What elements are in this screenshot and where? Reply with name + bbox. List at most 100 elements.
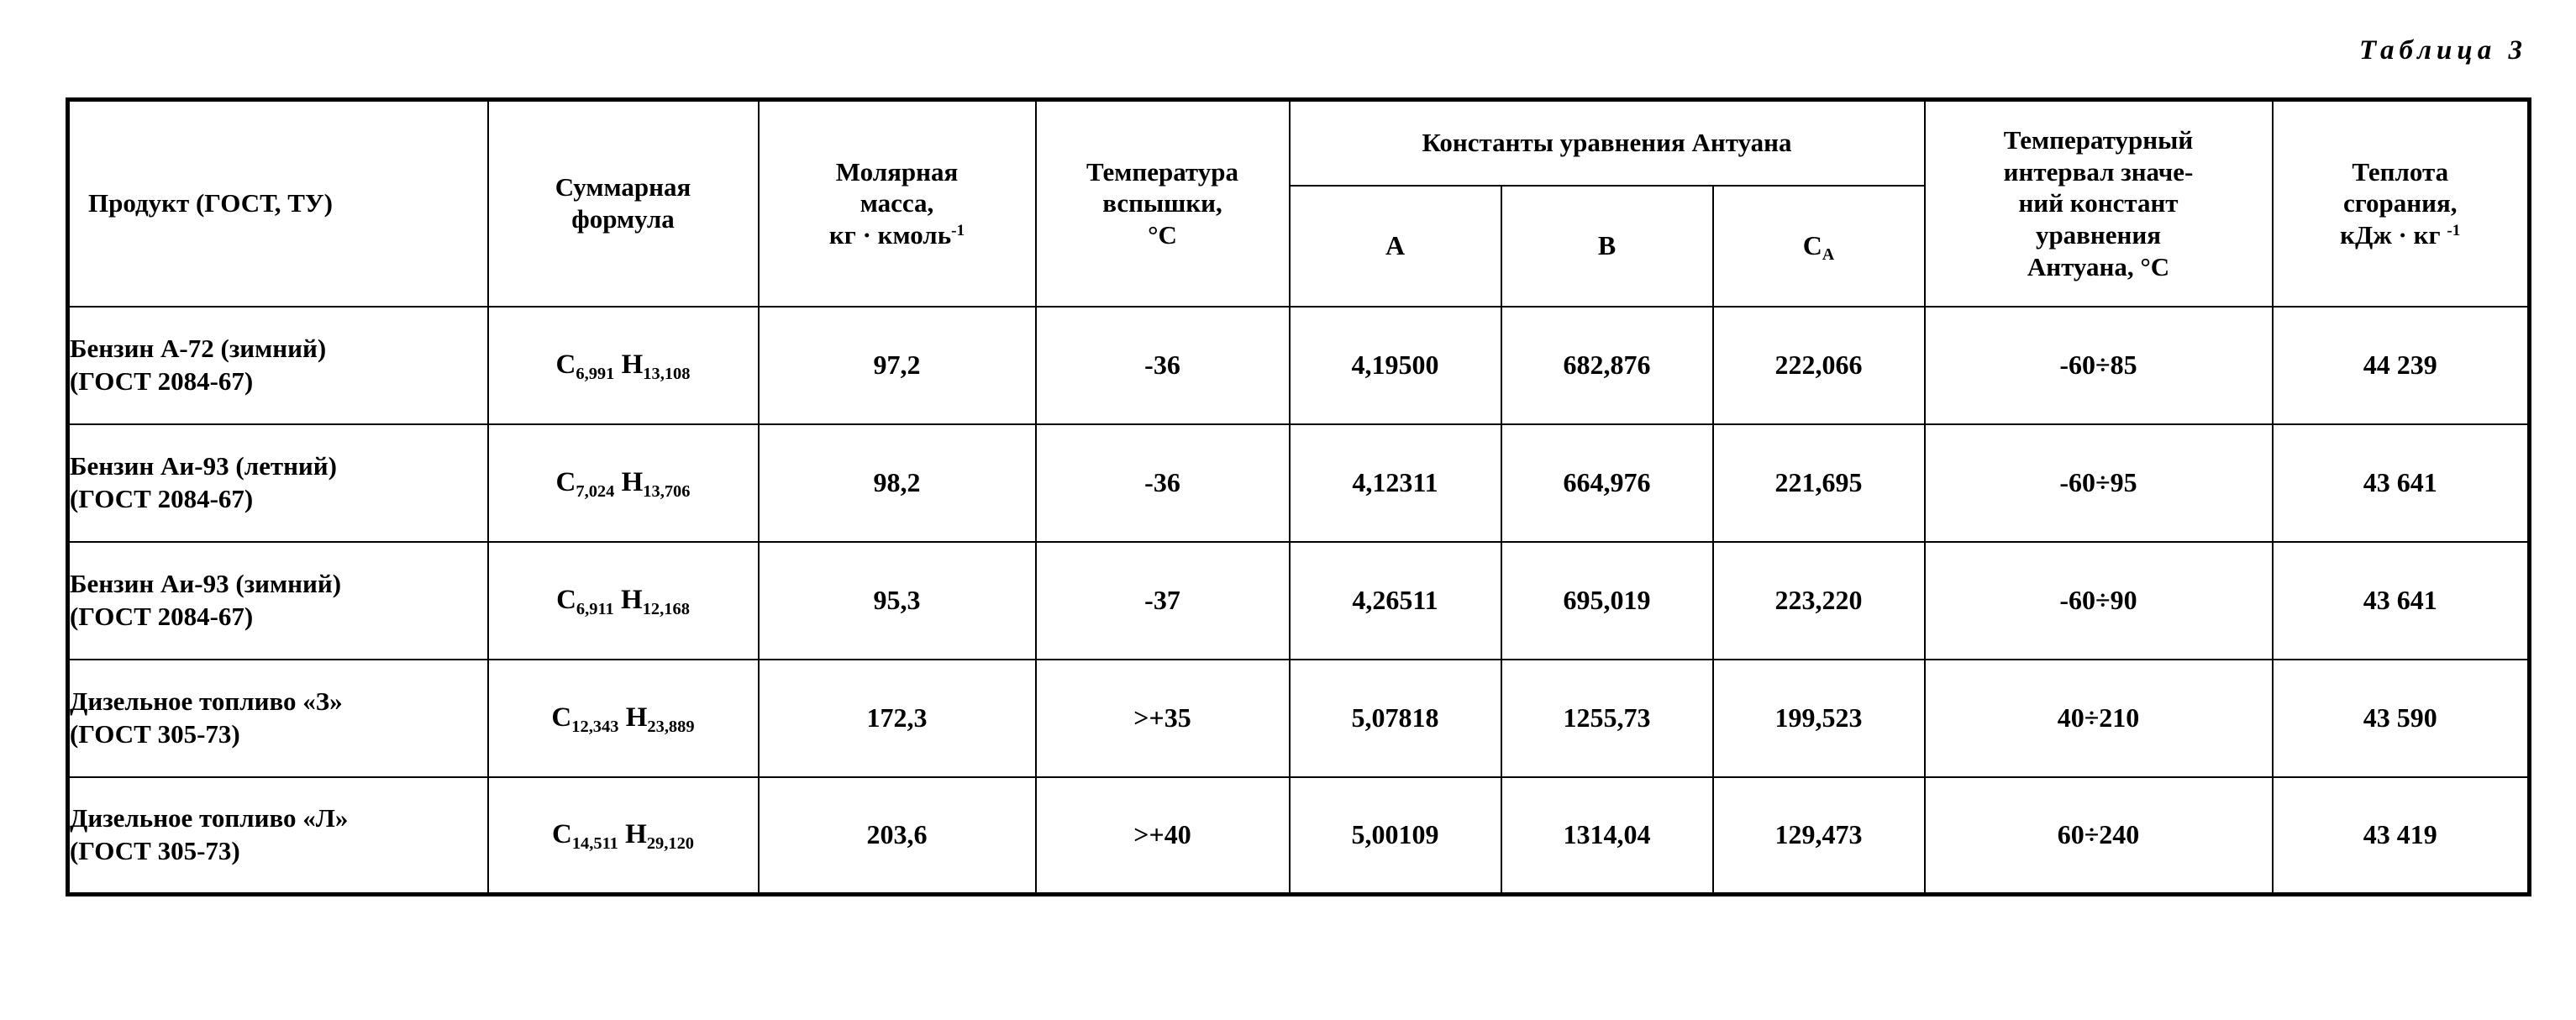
cell-formula: С14,511 Н29,120 <box>486 776 760 896</box>
antoine-c-base: С <box>1802 230 1822 260</box>
col-header-product: Продукт (ГОСТ, ТУ) <box>66 98 489 308</box>
heat-units-exponent: -1 <box>2447 222 2461 240</box>
col-header-heat-line1: Теплота <box>2352 156 2449 187</box>
col-header-formula-line2: формула <box>571 204 675 234</box>
table-row: Бензин Аи-93 (летний) (ГОСТ 2084-67) С7,… <box>66 423 2531 543</box>
product-name: Дизельное топливо «З» <box>70 686 343 717</box>
formula-hydrogen-symbol: Н <box>625 819 647 850</box>
cell-flash-point: >+35 <box>1034 658 1291 778</box>
cell-formula: С6,991 Н13,108 <box>486 305 760 425</box>
cell-antoine-a: 5,00109 <box>1288 776 1502 896</box>
col-header-antoine-group: Константы уравнения Антуана <box>1288 98 1926 187</box>
table-body: Бензин А-72 (зимний) (ГОСТ 2084-67) С6,9… <box>66 305 2531 896</box>
product-standard: (ГОСТ 305-73) <box>70 718 240 749</box>
product-name: Бензин Аи-93 (зимний) <box>70 569 342 599</box>
cell-flash-point: -37 <box>1034 540 1291 660</box>
cell-heat-combustion: 43 419 <box>2271 776 2531 896</box>
table-row: Дизельное топливо «З» (ГОСТ 305-73) С12,… <box>66 658 2531 778</box>
col-header-flash-line2: вспышки, <box>1102 188 1222 218</box>
col-header-antoine-a: А <box>1288 184 1502 308</box>
cell-temp-interval: -60÷85 <box>1923 305 2274 425</box>
col-header-molar-line2: масса, <box>860 188 934 218</box>
cell-antoine-c: 199,523 <box>1711 658 1926 778</box>
cell-product: Бензин Аи-93 (зимний) (ГОСТ 2084-67) <box>66 540 489 660</box>
molar-units-exponent: -1 <box>951 222 965 240</box>
formula-hydrogen-index: 13,706 <box>643 481 691 501</box>
cell-formula: С6,911 Н12,168 <box>486 540 760 660</box>
formula-carbon-index: 12,343 <box>571 717 619 736</box>
formula-hydrogen-index: 13,108 <box>643 364 691 383</box>
product-standard: (ГОСТ 305-73) <box>70 835 240 865</box>
cell-molar-mass: 97,2 <box>757 305 1037 425</box>
cell-antoine-a: 5,07818 <box>1288 658 1502 778</box>
formula-carbon-symbol: С <box>555 350 576 380</box>
cell-product: Дизельное топливо «Л» (ГОСТ 305-73) <box>66 776 489 896</box>
col-header-heat-combustion: Теплота сгорания, кДж · кг -1 <box>2271 98 2531 308</box>
formula-carbon-symbol: С <box>555 467 576 497</box>
cell-antoine-b: 664,976 <box>1500 423 1714 543</box>
col-header-formula-line1: Суммарная <box>555 172 691 202</box>
cell-molar-mass: 203,6 <box>757 776 1037 896</box>
cell-heat-combustion: 43 590 <box>2271 658 2531 778</box>
formula-hydrogen-symbol: Н <box>625 702 648 733</box>
cell-antoine-b: 1255,73 <box>1500 658 1714 778</box>
product-standard: (ГОСТ 2084-67) <box>70 365 254 396</box>
col-header-interval-line1: Температурный <box>2003 124 2194 155</box>
cell-temp-interval: 40÷210 <box>1923 658 2274 778</box>
heat-units-text: кДж · кг <box>2340 220 2447 250</box>
cell-antoine-a: 4,12311 <box>1288 423 1502 543</box>
col-header-interval-line5: Антуана, °С <box>2027 251 2170 281</box>
cell-flash-point: >+40 <box>1034 776 1291 896</box>
formula-carbon-index: 7,024 <box>576 481 615 501</box>
col-header-formula: Суммарная формула <box>486 98 760 308</box>
product-standard: (ГОСТ 2084-67) <box>70 601 254 631</box>
cell-molar-mass: 95,3 <box>757 540 1037 660</box>
col-header-heat-line2: сгорания, <box>2342 188 2458 218</box>
formula-hydrogen-symbol: Н <box>621 467 644 497</box>
cell-temp-interval: -60÷90 <box>1923 540 2274 660</box>
cell-temp-interval: -60÷95 <box>1923 423 2274 543</box>
cell-product: Бензин А-72 (зимний) (ГОСТ 2084-67) <box>66 305 489 425</box>
formula-hydrogen-index: 23,889 <box>647 717 695 736</box>
cell-antoine-b: 682,876 <box>1500 305 1714 425</box>
cell-formula: С12,343 Н23,889 <box>486 658 760 778</box>
formula-carbon-symbol: С <box>551 702 572 733</box>
formula-hydrogen-symbol: Н <box>621 350 644 380</box>
col-header-antoine-b: В <box>1500 184 1714 308</box>
formula-hydrogen-symbol: Н <box>621 585 643 615</box>
product-standard: (ГОСТ 2084-67) <box>70 483 254 513</box>
cell-temp-interval: 60÷240 <box>1923 776 2274 896</box>
cell-heat-combustion: 43 641 <box>2271 423 2531 543</box>
cell-flash-point: -36 <box>1034 305 1291 425</box>
formula-carbon-index: 6,911 <box>576 599 614 618</box>
cell-antoine-c: 129,473 <box>1711 776 1926 896</box>
table-row: Бензин Аи-93 (зимний) (ГОСТ 2084-67) С6,… <box>66 540 2531 660</box>
properties-table: Продукт (ГОСТ, ТУ) Суммарная формула Мол… <box>66 97 2531 896</box>
cell-formula: С7,024 Н13,706 <box>486 423 760 543</box>
formula-hydrogen-index: 12,168 <box>642 599 690 618</box>
cell-antoine-b: 695,019 <box>1500 540 1714 660</box>
molar-units-text: кг · кмоль <box>828 220 952 250</box>
formula-carbon-index: 6,991 <box>576 364 615 383</box>
col-header-temp-interval: Температурный интервал значе- ний конста… <box>1923 98 2274 308</box>
product-name: Дизельное топливо «Л» <box>70 803 349 833</box>
table-row: Дизельное топливо «Л» (ГОСТ 305-73) С14,… <box>66 776 2531 896</box>
cell-product: Бензин Аи-93 (летний) (ГОСТ 2084-67) <box>66 423 489 543</box>
cell-molar-mass: 172,3 <box>757 658 1037 778</box>
col-header-molar-units: кг · кмоль-1 <box>760 219 1035 251</box>
cell-flash-point: -36 <box>1034 423 1291 543</box>
cell-antoine-a: 4,26511 <box>1288 540 1502 660</box>
cell-molar-mass: 98,2 <box>757 423 1037 543</box>
col-header-molar-mass: Молярная масса, кг · кмоль-1 <box>757 98 1037 308</box>
antoine-c-subscript: А <box>1822 245 1835 265</box>
cell-antoine-a: 4,19500 <box>1288 305 1502 425</box>
col-header-product-label: Продукт (ГОСТ, ТУ) <box>88 188 333 218</box>
cell-antoine-c: 223,220 <box>1711 540 1926 660</box>
col-header-antoine-c: СА <box>1711 184 1926 308</box>
header-row-antoine-subcolumns: А В СА <box>68 184 2530 308</box>
table-row: Бензин А-72 (зимний) (ГОСТ 2084-67) С6,9… <box>66 305 2531 425</box>
product-name: Бензин Аи-93 (летний) <box>70 451 337 481</box>
cell-antoine-b: 1314,04 <box>1500 776 1714 896</box>
cell-heat-combustion: 43 641 <box>2271 540 2531 660</box>
col-header-flash-point: Температура вспышки, °С <box>1034 98 1291 308</box>
